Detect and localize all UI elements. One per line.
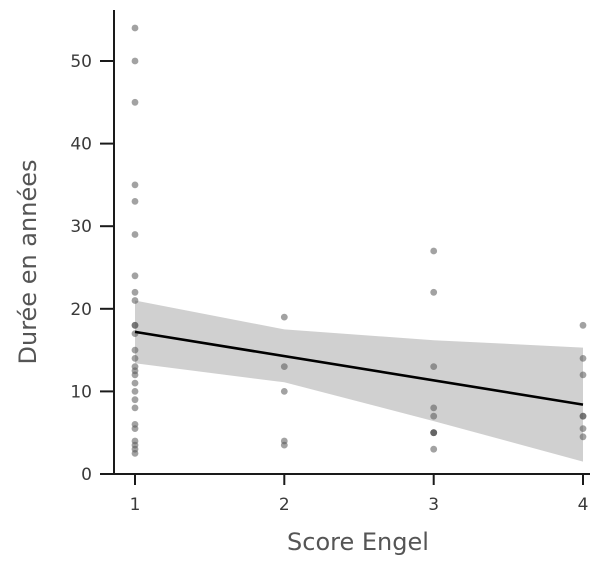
data-point	[430, 288, 438, 296]
x-axis-title: Score Engel	[287, 528, 429, 556]
data-point	[131, 98, 139, 106]
y-tick-label: 20	[70, 300, 92, 320]
data-point	[131, 24, 139, 32]
data-point	[131, 57, 139, 65]
ticks-layer: 0 10 20 30 40 50 1 2 3 4	[70, 52, 588, 515]
x-tick-label: 1	[130, 495, 141, 515]
x-tick-label: 3	[428, 495, 439, 515]
data-point	[131, 272, 139, 280]
data-point	[430, 363, 438, 370]
data-point	[131, 404, 139, 412]
data-point	[280, 441, 288, 449]
data-point	[430, 429, 438, 437]
data-point	[131, 355, 139, 362]
data-point	[131, 297, 139, 304]
regression-line-layer	[134, 330, 584, 406]
confidence-band	[135, 300, 583, 462]
regression-line	[134, 330, 584, 406]
data-point	[131, 346, 139, 354]
data-point	[430, 412, 438, 420]
x-tick-label: 4	[578, 495, 589, 515]
y-axis-title: Durée en années	[14, 160, 42, 365]
y-tick-label: 40	[70, 135, 92, 155]
data-point	[131, 450, 139, 457]
data-point	[579, 371, 587, 379]
y-tick-label: 50	[70, 52, 92, 72]
data-point	[430, 247, 438, 255]
data-point	[131, 388, 139, 395]
data-point	[131, 371, 139, 379]
data-point	[579, 433, 587, 441]
data-point	[131, 198, 139, 205]
data-point	[131, 425, 139, 432]
data-point	[430, 404, 438, 412]
data-point	[579, 355, 587, 362]
data-point	[579, 412, 587, 420]
data-point	[131, 379, 139, 387]
data-point	[579, 425, 587, 432]
y-tick-label: 30	[70, 217, 92, 237]
data-point	[131, 181, 139, 189]
y-tick-label: 10	[70, 382, 92, 402]
data-point	[280, 388, 288, 395]
data-point	[131, 396, 139, 404]
y-tick-label: 0	[81, 465, 92, 485]
data-point	[280, 313, 288, 321]
data-point	[131, 321, 139, 329]
confidence-band-layer	[135, 300, 583, 462]
data-point	[280, 363, 288, 370]
data-points-layer	[131, 24, 587, 457]
data-point	[131, 288, 139, 296]
data-point	[579, 321, 587, 329]
x-tick-label: 2	[279, 495, 290, 515]
data-point	[430, 445, 438, 453]
data-point	[131, 231, 139, 238]
